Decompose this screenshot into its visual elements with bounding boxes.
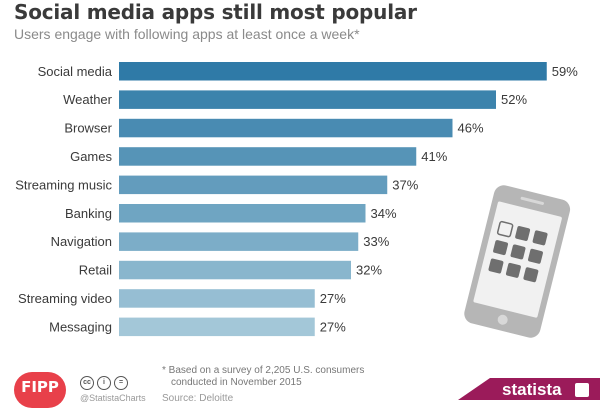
value-label: 41% <box>421 149 447 164</box>
value-label: 37% <box>392 177 418 192</box>
category-label: Weather <box>63 92 113 107</box>
smartphone-illustration <box>464 185 571 338</box>
cc-icon: cc <box>80 376 94 390</box>
value-label: 33% <box>363 234 389 249</box>
value-label: 27% <box>320 291 346 306</box>
app-tile-icon <box>505 262 521 278</box>
fipp-logo: FIPP <box>14 372 66 408</box>
nd-icon: = <box>114 376 128 390</box>
statista-handle: @StatistaCharts <box>80 393 146 403</box>
category-label: Streaming video <box>18 291 112 306</box>
bar <box>119 90 496 109</box>
value-label: 46% <box>458 121 484 136</box>
app-tile-icon <box>515 226 531 241</box>
bar <box>119 147 417 166</box>
chart-subtitle: Users engage with following apps at leas… <box>14 26 360 42</box>
footnote-line-1: * Based on a survey of 2,205 U.S. consum… <box>162 365 365 376</box>
category-label: Messaging <box>49 319 112 334</box>
bar <box>119 175 388 195</box>
phone-home-button <box>497 314 508 325</box>
category-label: Banking <box>65 206 112 221</box>
source-text: Source: Deloitte <box>162 393 234 404</box>
value-label: 34% <box>371 206 397 221</box>
app-tile-icon <box>488 258 504 274</box>
footnote-line-2: conducted in November 2015 <box>171 377 302 388</box>
by-icon: i <box>97 376 111 390</box>
app-tile-icon <box>493 240 509 256</box>
footnote: * Based on a survey of 2,205 U.S. consum… <box>162 365 364 389</box>
bar <box>119 204 366 223</box>
category-label: Retail <box>79 263 112 278</box>
app-tile-icon <box>528 248 543 264</box>
value-label: 27% <box>320 319 346 334</box>
app-tile-icon <box>523 267 539 283</box>
category-label: Games <box>70 149 112 164</box>
bar <box>119 317 315 337</box>
phone-screen <box>473 201 562 318</box>
app-tile-icon <box>496 220 514 238</box>
bar <box>119 62 547 81</box>
statista-banner <box>490 378 600 400</box>
value-label: 59% <box>552 64 578 79</box>
statista-banner-corner <box>458 378 490 400</box>
phone-speaker <box>520 196 544 205</box>
category-label: Browser <box>64 121 112 136</box>
bar <box>119 260 351 280</box>
statista-logo-text: statista <box>502 380 562 399</box>
value-label: 32% <box>356 263 382 278</box>
value-label: 52% <box>501 92 527 107</box>
creative-commons-icons: cc i = <box>80 376 128 390</box>
category-label: Social media <box>38 64 113 79</box>
statista-logo-icon <box>575 383 589 397</box>
bar <box>119 289 315 308</box>
bar <box>119 232 359 251</box>
category-label: Streaming music <box>15 177 112 192</box>
app-tile-icon <box>510 244 526 260</box>
category-label: Navigation <box>51 234 112 249</box>
bar <box>119 118 453 138</box>
chart-title: Social media apps still most popular <box>14 0 417 24</box>
app-tile-icon <box>532 230 548 246</box>
